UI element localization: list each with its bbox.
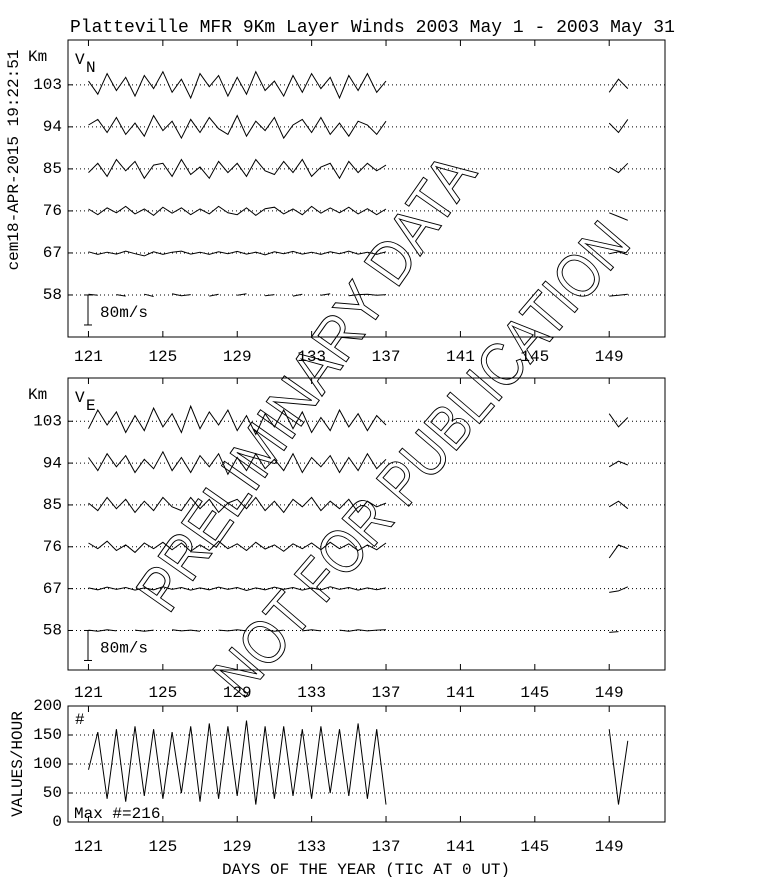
x-tick-label: 129 [223,684,252,702]
x-tick-label: 125 [148,684,177,702]
y-tick-label: 94 [43,454,62,472]
x-tick-label: 145 [520,684,549,702]
y-tick-label: 0 [52,813,62,831]
chart-title: Platteville MFR 9Km Layer Winds 2003 May… [70,18,675,38]
y-tick-label: 94 [43,118,62,136]
panel-label: V [75,389,85,407]
trace [88,293,628,297]
x-tick-label: 133 [297,684,326,702]
y-tick-label: 50 [43,784,62,802]
trace [88,450,628,476]
trace [88,114,629,140]
y-tick-label: 200 [33,697,62,715]
x-tick-label: 129 [223,348,252,366]
trace [88,586,629,593]
y-tick-label: 76 [43,538,62,556]
y-tick-label: 67 [43,580,62,598]
scale-bar-label: 80m/s [100,640,148,658]
x-tick-label: 129 [223,838,252,856]
x-tick-label: 125 [148,838,177,856]
y-tick-label: 58 [43,622,62,640]
x-tick-label: 137 [372,348,401,366]
y-tick-label: 100 [33,755,62,773]
trace [88,720,629,805]
trace [88,404,629,436]
x-tick-label: 145 [520,838,549,856]
panel-label-sub: E [86,397,96,415]
x-tick-label: 137 [372,838,401,856]
panel-label-sub: N [86,59,96,77]
panel-label: V [75,51,85,69]
x-tick-label: 121 [74,348,103,366]
x-tick-label: 125 [148,348,177,366]
y-tick-label: 76 [43,202,62,220]
x-tick-label: 133 [297,838,326,856]
y-axis-unit: Km [28,48,47,66]
plot-frame [67,39,666,338]
y-tick-label: 58 [43,286,62,304]
x-tick-label: 141 [446,348,475,366]
y-tick-label: 67 [43,244,62,262]
trace [88,629,619,633]
y-tick-label: 103 [33,76,62,94]
x-axis-label: DAYS OF THE YEAR (TIC AT 0 UT) [222,861,510,877]
scale-bar-label: 80m/s [100,304,148,322]
x-tick-label: 141 [446,838,475,856]
trace [88,205,628,221]
y-axis-unit: Km [28,386,47,404]
trace [88,158,629,180]
trace [88,250,628,257]
y-tick-label: 103 [33,412,62,430]
panel-note: Max #=216 [74,805,160,823]
trace [88,70,629,100]
x-tick-label: 145 [520,348,549,366]
x-tick-label: 137 [372,684,401,702]
y-axis-label: VALUES/HOUR [9,711,27,817]
trace [88,496,629,514]
panel-label: # [75,711,85,729]
x-tick-label: 121 [74,684,103,702]
x-tick-label: 149 [595,838,624,856]
x-tick-label: 141 [446,684,475,702]
y-tick-label: 150 [33,726,62,744]
trace [88,540,628,559]
x-tick-label: 121 [74,838,103,856]
x-tick-label: 133 [297,348,326,366]
y-tick-label: 85 [43,496,62,514]
y-tick-label: 85 [43,160,62,178]
stamp: cem18-APR-2015 19:22:51 [5,50,23,271]
x-tick-label: 149 [595,348,624,366]
plot-frame [67,377,666,671]
x-tick-label: 149 [595,684,624,702]
